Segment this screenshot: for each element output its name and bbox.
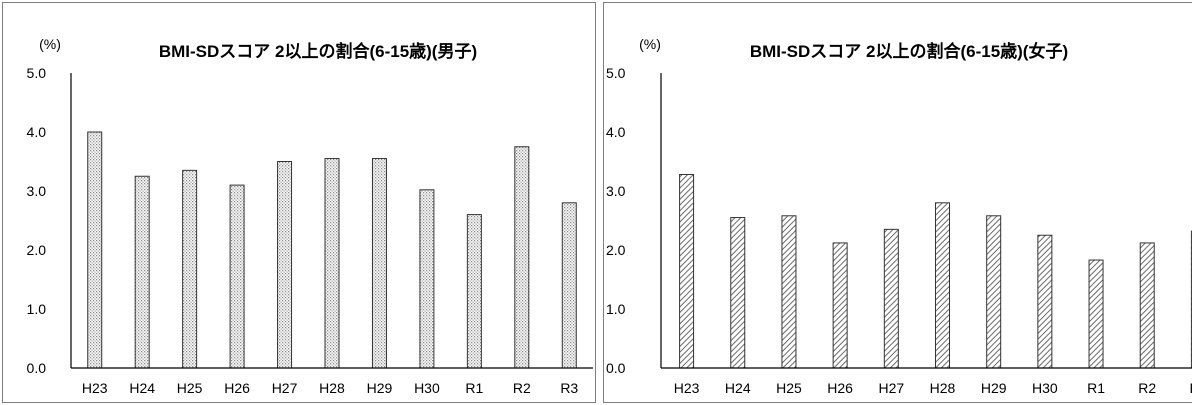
y-axis-unit: (%) bbox=[39, 36, 61, 52]
bar-H25 bbox=[781, 215, 797, 369]
y-tick-label: 2.0 bbox=[606, 242, 626, 258]
x-tick-label: R2 bbox=[1138, 380, 1156, 396]
x-tick-label: H25 bbox=[776, 380, 802, 396]
bar-H28 bbox=[324, 158, 340, 369]
x-tick-label: H30 bbox=[1032, 380, 1058, 396]
bar-R1 bbox=[1088, 259, 1104, 369]
x-tick-labels: H23 H24 H25 H26 H27 H28 H29 H30 R1 R2 R3 bbox=[674, 380, 1192, 396]
y-tick-labels: 0.0 1.0 2.0 3.0 4.0 5.0 bbox=[27, 65, 47, 376]
y-tick-label: 4.0 bbox=[606, 124, 626, 140]
x-tick-label: H26 bbox=[827, 380, 853, 396]
x-tick-labels: H23 H24 H25 H26 H27 H28 H29 H30 R1 R2 R3 bbox=[82, 380, 579, 396]
bar-chart-boys: BMI-SDスコア 2以上の割合(6-15歳)(男子) (%) H23 H24 H2… bbox=[27, 36, 593, 396]
x-tick-label: H28 bbox=[930, 380, 956, 396]
bar-R3 bbox=[561, 202, 577, 369]
bar-R3 bbox=[1190, 230, 1192, 369]
bar-group bbox=[679, 173, 1192, 369]
y-tick-label: 1.0 bbox=[27, 301, 47, 317]
bar-R2 bbox=[1139, 242, 1155, 369]
bar-R1 bbox=[466, 214, 482, 369]
y-axis-unit: (%) bbox=[639, 36, 661, 52]
chart-title: BMI-SDスコア 2以上の割合(6-15歳)(男子) bbox=[159, 41, 477, 61]
x-tick-label: R1 bbox=[465, 380, 483, 396]
y-tick-label: 0.0 bbox=[27, 360, 47, 376]
bar-chart-girls: BMI-SDスコア 2以上の割合(6-15歳)(女子) (%) H23 H24 H2… bbox=[606, 36, 1192, 396]
bar-H29 bbox=[986, 215, 1002, 369]
x-tick-label: R2 bbox=[513, 380, 531, 396]
x-tick-label: H27 bbox=[878, 380, 904, 396]
x-tick-label: H26 bbox=[224, 380, 250, 396]
x-tick-label: H23 bbox=[674, 380, 700, 396]
x-tick-label: R3 bbox=[560, 380, 578, 396]
bar-H24 bbox=[730, 217, 746, 369]
x-tick-label: H29 bbox=[367, 380, 393, 396]
chart-title: BMI-SDスコア 2以上の割合(6-15歳)(女子) bbox=[750, 41, 1068, 61]
bar-group bbox=[87, 131, 577, 369]
x-tick-label: R3 bbox=[1189, 380, 1192, 396]
x-tick-label: H29 bbox=[981, 380, 1007, 396]
x-tick-label: R1 bbox=[1087, 380, 1105, 396]
x-tick-label: H25 bbox=[177, 380, 203, 396]
y-tick-label: 3.0 bbox=[606, 183, 626, 199]
bar-H23 bbox=[679, 173, 695, 369]
bar-H25 bbox=[182, 169, 198, 369]
y-tick-label: 5.0 bbox=[27, 65, 47, 81]
bar-R2 bbox=[514, 146, 530, 369]
x-tick-label: H27 bbox=[272, 380, 298, 396]
bar-H29 bbox=[371, 158, 387, 369]
bar-H26 bbox=[832, 242, 848, 369]
bar-H27 bbox=[883, 228, 899, 369]
bar-H27 bbox=[277, 161, 293, 369]
bar-H23 bbox=[87, 131, 103, 369]
y-tick-label: 0.0 bbox=[606, 360, 626, 376]
y-tick-label: 5.0 bbox=[606, 65, 626, 81]
y-tick-label: 3.0 bbox=[27, 183, 47, 199]
bar-H26 bbox=[229, 184, 245, 369]
bar-H30 bbox=[1037, 234, 1053, 369]
x-tick-label: H24 bbox=[725, 380, 751, 396]
y-tick-label: 2.0 bbox=[27, 242, 47, 258]
chart-panel-boys: BMI-SDスコア 2以上の割合(6-15歳)(男子) (%) H23 H24 H2… bbox=[2, 2, 596, 403]
x-tick-label: H24 bbox=[129, 380, 155, 396]
y-tick-label: 4.0 bbox=[27, 124, 47, 140]
x-tick-label: H30 bbox=[414, 380, 440, 396]
x-tick-label: H23 bbox=[82, 380, 108, 396]
bar-H24 bbox=[134, 175, 150, 369]
x-tick-label: H28 bbox=[319, 380, 345, 396]
y-tick-label: 1.0 bbox=[606, 301, 626, 317]
bar-H30 bbox=[419, 189, 435, 369]
bar-H28 bbox=[935, 202, 950, 369]
chart-panel-girls: BMI-SDスコア 2以上の割合(6-15歳)(女子) (%) H23 H24 H2… bbox=[603, 2, 1192, 403]
y-tick-labels: 0.0 1.0 2.0 3.0 4.0 5.0 bbox=[606, 65, 626, 376]
